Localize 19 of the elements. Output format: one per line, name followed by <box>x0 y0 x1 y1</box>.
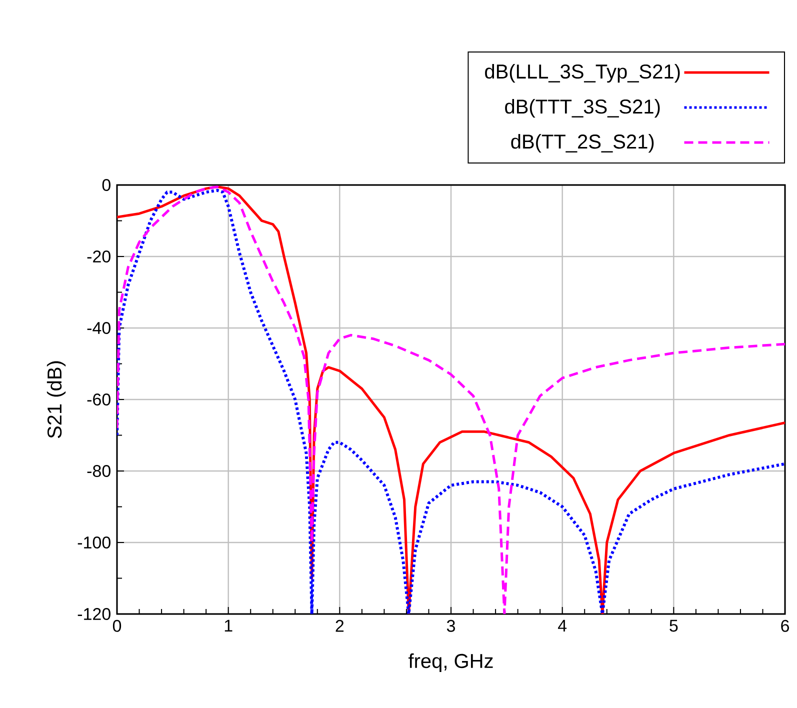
y-tick-label: -80 <box>87 464 110 478</box>
y-axis-title: S21 (dB) <box>46 361 66 438</box>
x-tick-label: 0 <box>112 620 122 632</box>
legend-label: dB(TTT_3S_S21) <box>505 98 660 118</box>
x-tick-label: 2 <box>336 620 344 632</box>
x-tick-label: 5 <box>670 620 678 632</box>
y-tick-label: -120 <box>78 608 110 620</box>
x-tick-label: 4 <box>558 620 567 632</box>
x-tick-label: 3 <box>446 620 455 632</box>
y-tick-label: -40 <box>87 322 110 334</box>
legend-label: dB(LLL_3S_Typ_S21) <box>485 64 680 83</box>
x-tick-label: 1 <box>224 620 232 632</box>
y-tick-label: -60 <box>87 393 110 406</box>
legend-label: dB(TT_2S_S21) <box>511 134 654 153</box>
x-tick-label: 6 <box>781 620 789 632</box>
y-tick-label: -20 <box>87 250 110 263</box>
y-tick-label: 0 <box>102 178 110 192</box>
x-axis-title: freq, GHz <box>408 653 493 672</box>
y-tick-label: -100 <box>78 536 110 549</box>
